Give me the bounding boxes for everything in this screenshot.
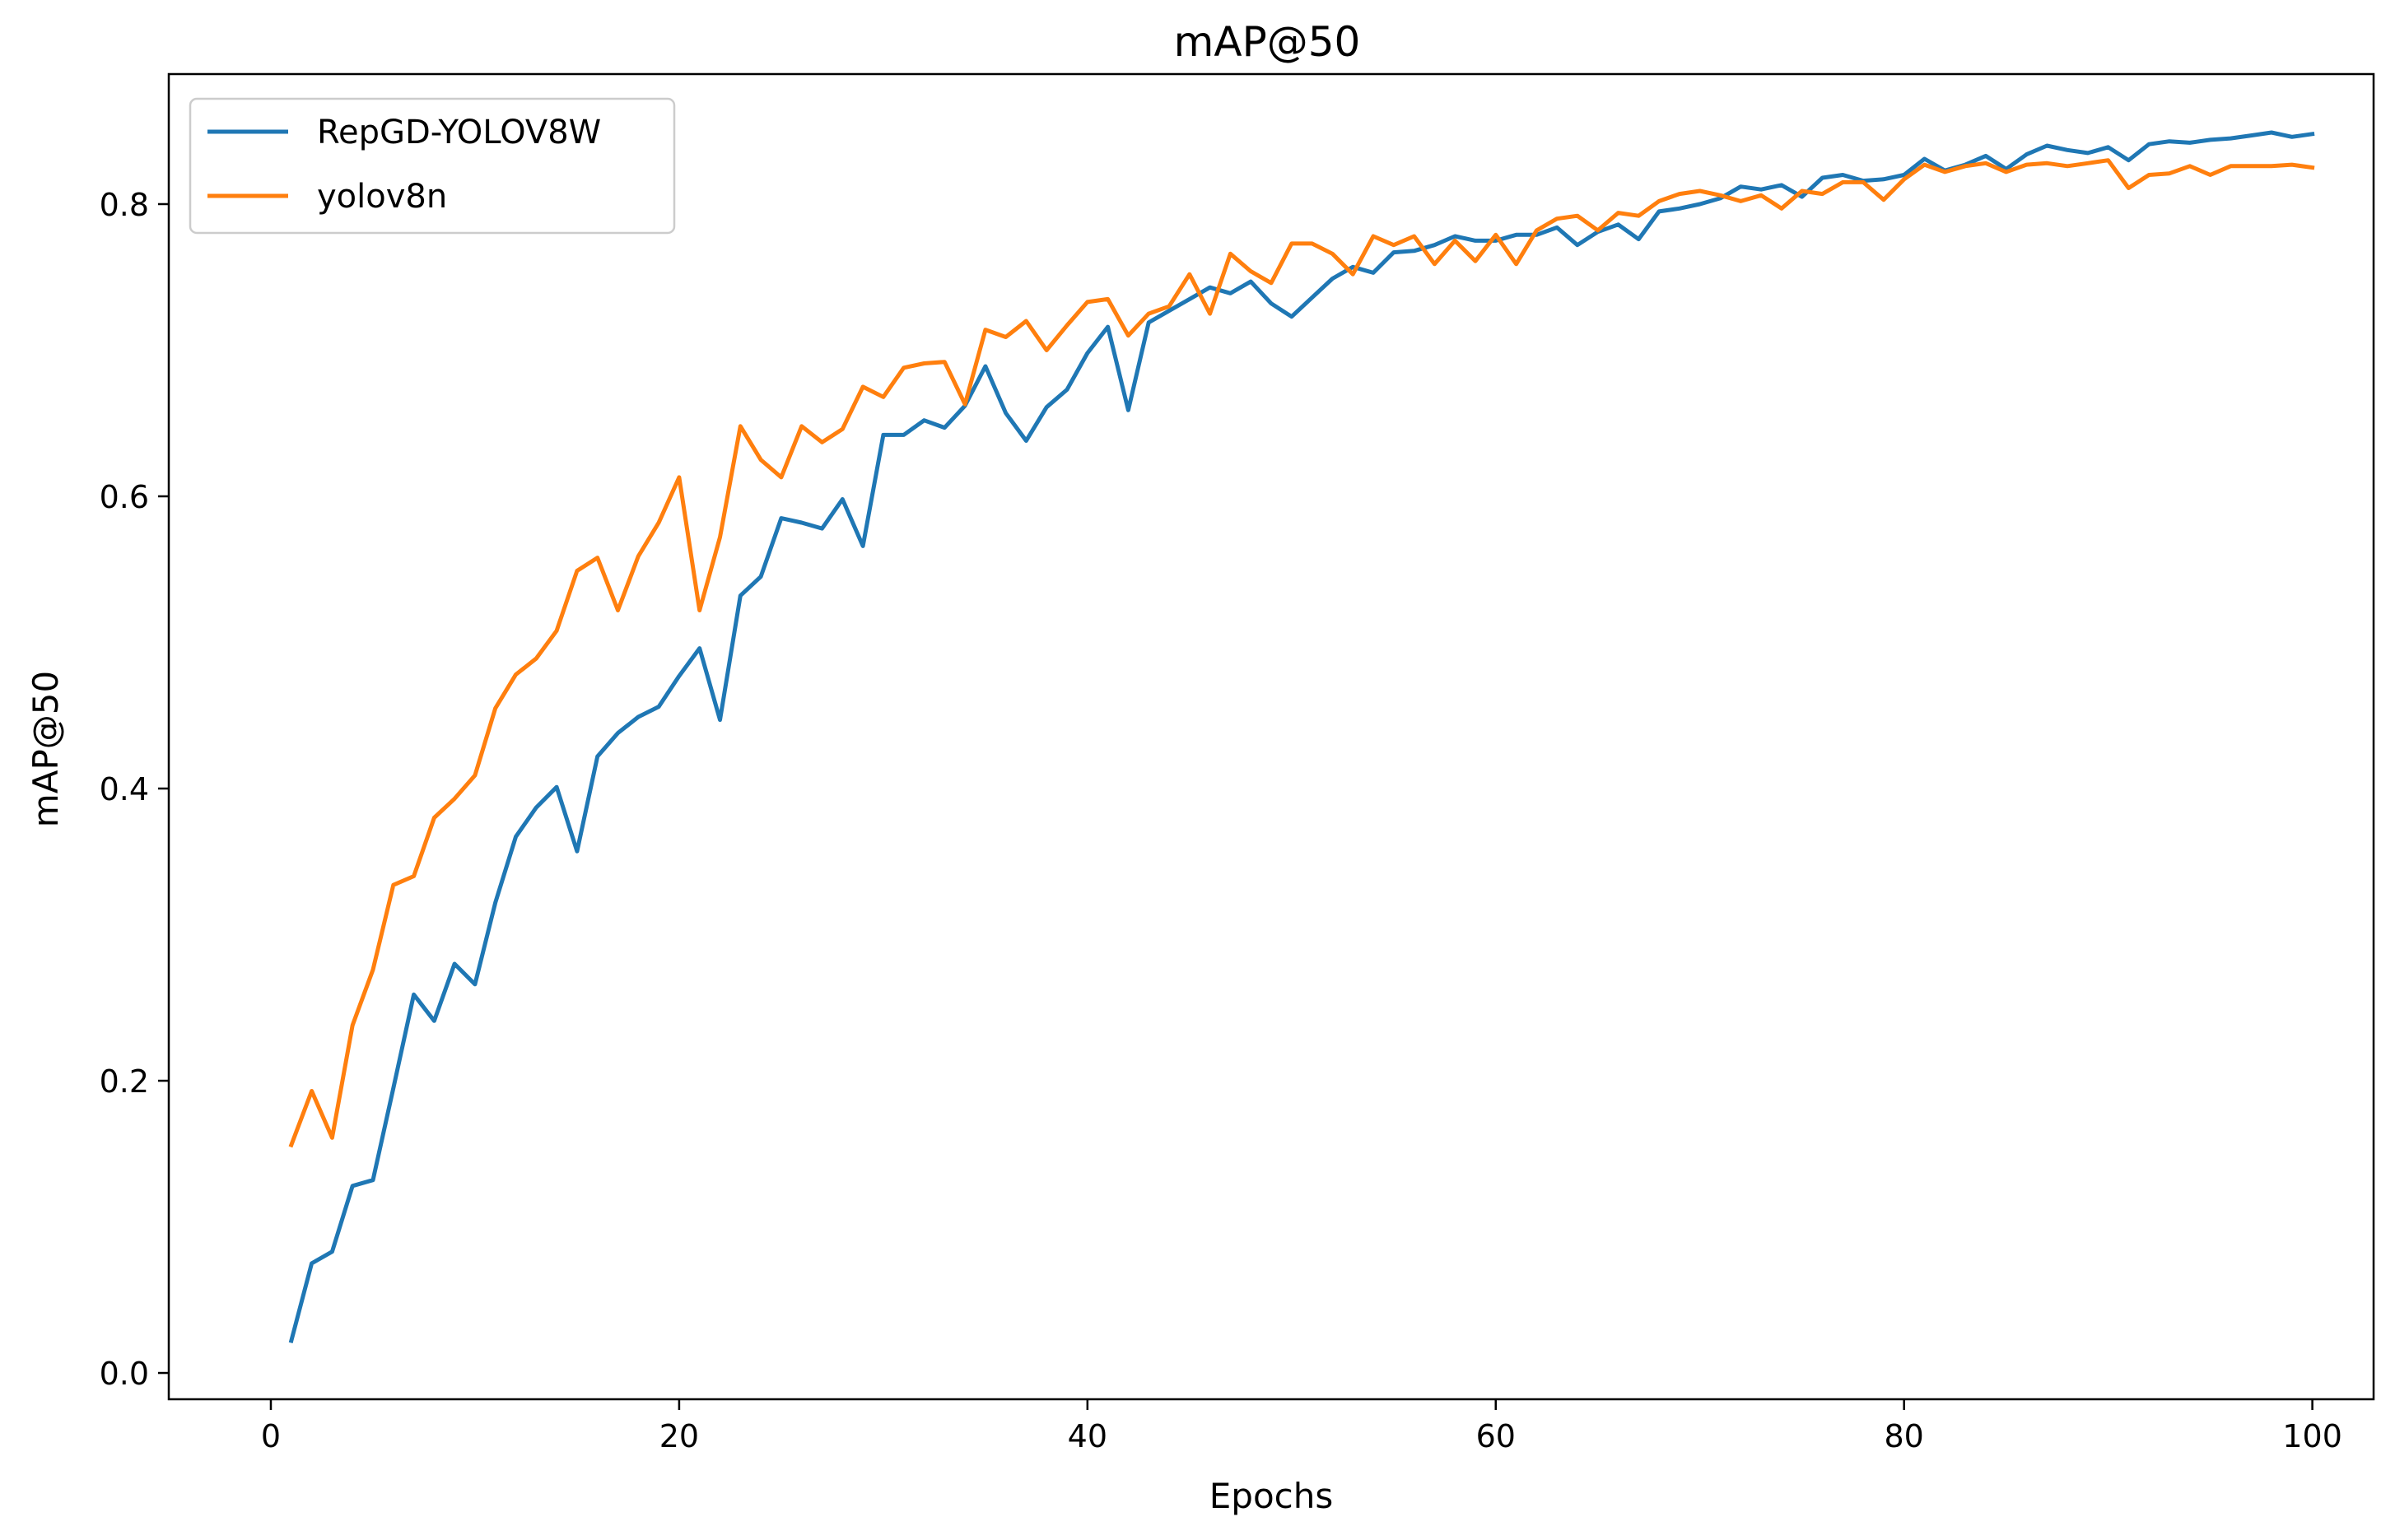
plot-area [169, 74, 2374, 1399]
x-axis-label: Epochs [1209, 1476, 1334, 1516]
x-tick-label: 60 [1476, 1418, 1516, 1454]
x-tick-label: 40 [1068, 1418, 1107, 1454]
series-layer [288, 130, 2315, 1344]
y-axis-label: mAP@50 [26, 671, 66, 827]
x-tick-label: 100 [2282, 1418, 2342, 1454]
legend-label-0: RepGD-YOLOV8W [317, 114, 601, 151]
series-line-0 [288, 130, 2315, 1344]
x-tick-label: 0 [261, 1418, 281, 1454]
x-tick-label: 20 [659, 1418, 699, 1454]
legend: RepGD-YOLOV8W yolov8n [189, 97, 676, 235]
y-tick-label: 0.4 [100, 771, 149, 807]
plot-background [169, 74, 2374, 1399]
chart-title: mAP@50 [1174, 18, 1361, 66]
y-tick-label: 0.6 [100, 479, 149, 515]
legend-box [189, 97, 676, 235]
plot-frame [167, 72, 2375, 1401]
y-tick-label: 0.0 [100, 1356, 149, 1392]
x-tick-label: 80 [1885, 1418, 1924, 1454]
legend-label-1: yolov8n [317, 178, 447, 216]
series-line-1 [288, 158, 2315, 1148]
y-tick-label: 0.2 [100, 1063, 149, 1100]
axes-layer: 0 20 40 60 80 100 0.0 0.2 0.4 0.6 0.8 [100, 72, 2375, 1454]
y-tick-label: 0.8 [100, 187, 149, 223]
